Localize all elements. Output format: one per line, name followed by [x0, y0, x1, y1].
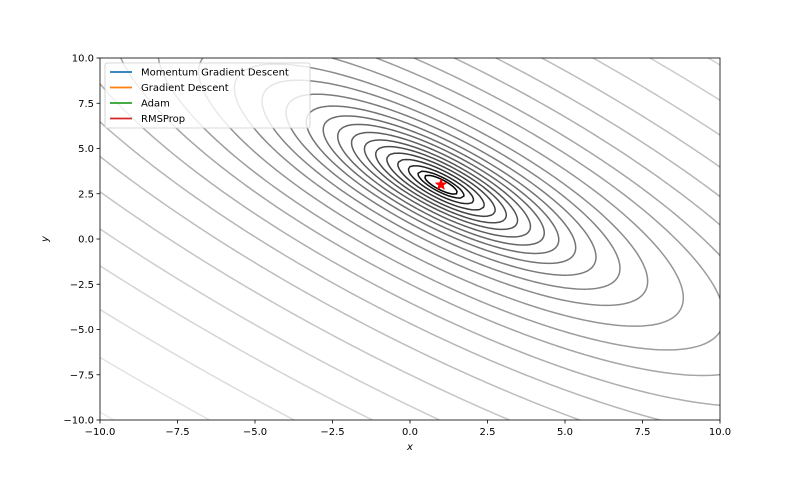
- contour-line: [322, 115, 560, 255]
- contour-line: [100, 58, 720, 420]
- x-tick-label: −5.0: [243, 427, 267, 438]
- x-tick-label: 10.0: [709, 427, 731, 438]
- x-tick-label: 7.5: [635, 427, 651, 438]
- contour-line: [375, 145, 507, 224]
- contour-lines: [100, 58, 720, 420]
- legend-box: [104, 62, 311, 129]
- y-tick-label: 2.5: [78, 189, 94, 200]
- legend-label: Momentum Gradient Descent: [141, 68, 289, 79]
- contour-line: [233, 63, 649, 307]
- contour-line: [100, 58, 720, 420]
- contour-line: [100, 308, 295, 420]
- x-tick-label: 5.0: [557, 427, 573, 438]
- y-tick-label: −2.5: [70, 280, 94, 291]
- x-axis-label: x: [406, 442, 413, 453]
- contour-line: [397, 158, 485, 211]
- contour-line: [197, 58, 685, 327]
- y-tick-label: −5.0: [70, 325, 94, 336]
- y-tick-label: −7.5: [70, 370, 94, 381]
- contour-line: [100, 58, 720, 406]
- y-axis-label: y: [40, 235, 51, 243]
- contour-line: [305, 105, 577, 265]
- y-tick-label: 0.0: [78, 235, 94, 246]
- minimum-star: [434, 177, 448, 191]
- contour-line: [386, 152, 496, 218]
- x-tick-label: −2.5: [320, 427, 344, 438]
- y-tick-label: −10.0: [63, 416, 94, 427]
- minimum-star-marker: [434, 177, 448, 191]
- y-tick-label: 5.0: [78, 144, 94, 155]
- x-tick-label: −10.0: [85, 427, 116, 438]
- x-tick-label: 0.0: [402, 427, 418, 438]
- contour-line: [261, 79, 621, 290]
- contour-line: [407, 164, 475, 205]
- contour-line: [100, 411, 115, 420]
- legend: Momentum Gradient Descent Gradient Descen…: [104, 62, 311, 129]
- contour-line: [100, 58, 720, 420]
- x-axis-ticks: −10.0 −7.5 −5.0 −2.5 0.0 2.5 5.0 7.5 10.0: [85, 420, 731, 438]
- contour-line: [100, 58, 720, 420]
- legend-label: Gradient Descent: [141, 83, 229, 94]
- y-tick-label: 10.0: [72, 54, 94, 65]
- contour-line: [363, 139, 519, 231]
- contour-line: [336, 123, 546, 246]
- contour-line: [100, 356, 211, 420]
- y-tick-label: 7.5: [78, 99, 94, 110]
- contour-line: [350, 131, 532, 238]
- contour-line: [417, 170, 465, 199]
- x-tick-label: −7.5: [165, 427, 189, 438]
- y-axis-ticks: −10.0 −7.5 −5.0 −2.5 0.0 2.5 5.0 7.5 10.0: [63, 54, 100, 427]
- legend-label: RMSProp: [141, 114, 185, 125]
- legend-label: Adam: [141, 99, 170, 110]
- x-tick-label: 2.5: [480, 427, 496, 438]
